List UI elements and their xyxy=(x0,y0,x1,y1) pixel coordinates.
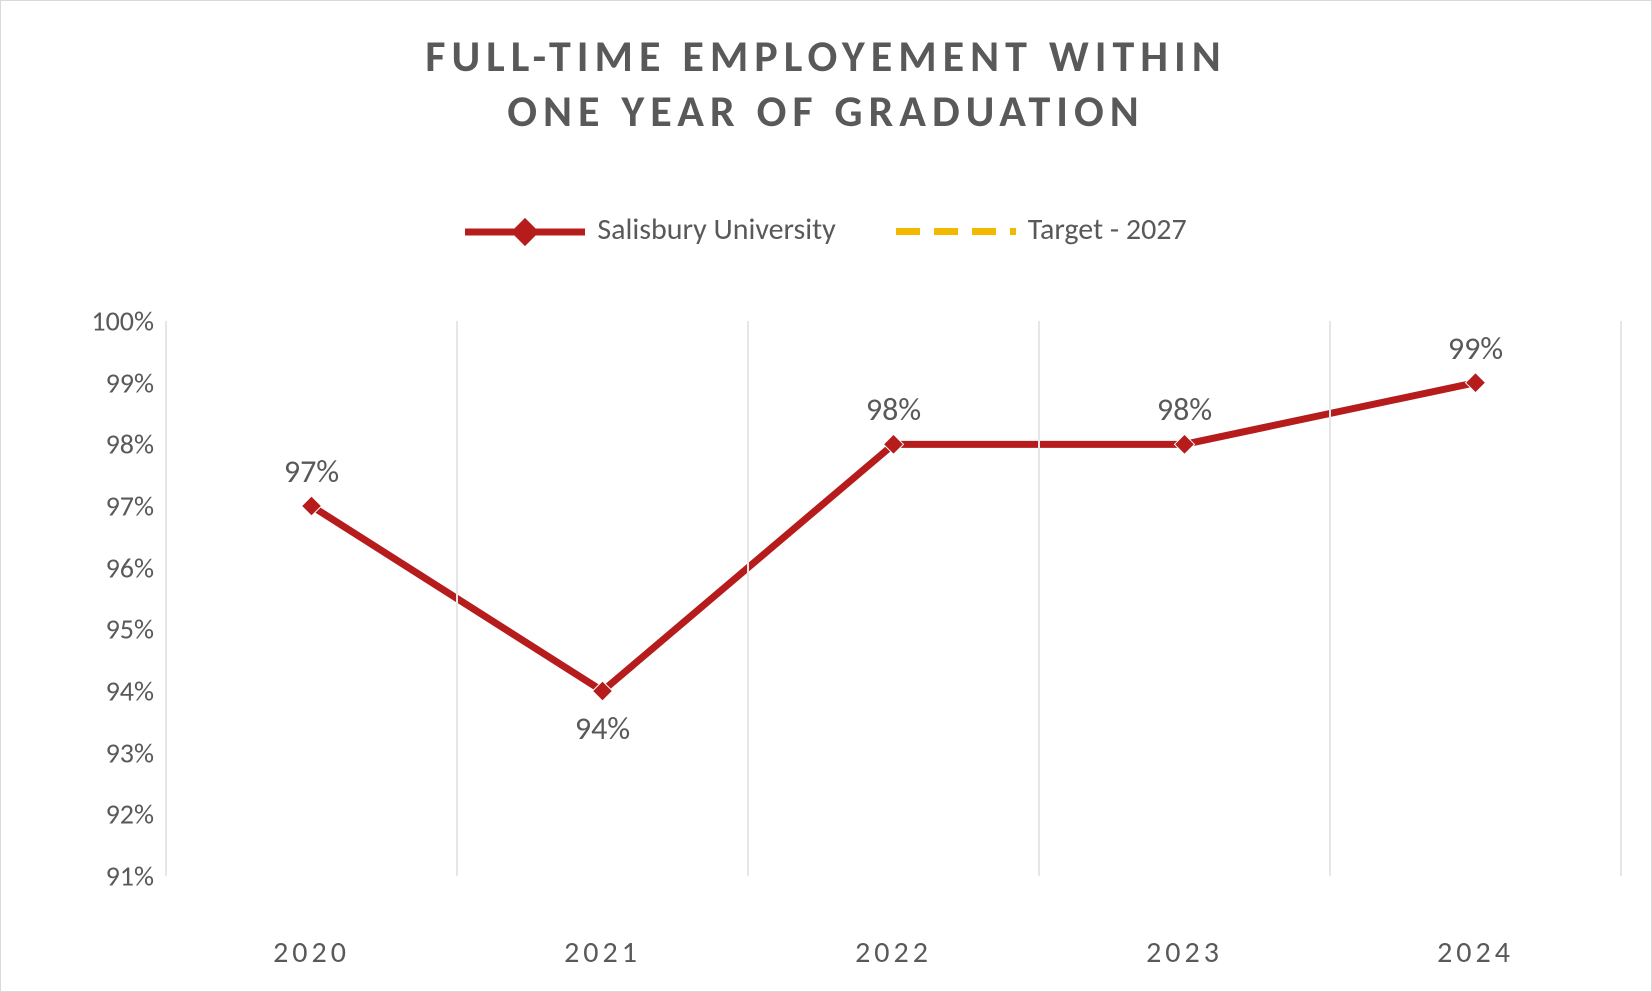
data-label: 94% xyxy=(575,709,630,748)
y-tick-label: 96% xyxy=(106,550,154,585)
x-tick-label: 2020 xyxy=(273,934,350,971)
data-label: 98% xyxy=(866,390,921,429)
legend-item: Target - 2027 xyxy=(896,211,1187,248)
series-marker xyxy=(1466,373,1486,393)
gridline xyxy=(1620,321,1622,876)
x-tick-label: 2024 xyxy=(1437,934,1514,971)
chart-title-line1: FULL-TIME EMPLOYEMENT WITHIN xyxy=(425,29,1226,83)
gridline xyxy=(456,321,458,876)
chart-title-line2: ONE YEAR OF GRADUATION xyxy=(507,84,1144,138)
gridline xyxy=(1038,321,1040,876)
gridline xyxy=(747,321,749,876)
y-tick-label: 99% xyxy=(106,365,154,400)
data-label: 98% xyxy=(1157,390,1212,429)
legend-swatch-dash xyxy=(896,211,1016,248)
x-tick-label: 2023 xyxy=(1146,934,1223,971)
y-tick-label: 100% xyxy=(91,304,154,339)
y-tick-label: 92% xyxy=(106,797,154,832)
legend-label: Target - 2027 xyxy=(1028,211,1187,248)
series-marker xyxy=(1175,434,1195,454)
x-tick-label: 2022 xyxy=(855,934,932,971)
legend-swatch-line xyxy=(465,211,585,248)
legend-label: Salisbury University xyxy=(597,211,835,248)
data-label: 99% xyxy=(1448,329,1503,368)
gridline xyxy=(165,321,167,876)
y-tick-label: 94% xyxy=(106,674,154,709)
y-tick-label: 98% xyxy=(106,427,154,462)
data-label: 97% xyxy=(284,452,339,491)
y-tick-label: 93% xyxy=(106,735,154,770)
chart-container: FULL-TIME EMPLOYEMENT WITHIN ONE YEAR OF… xyxy=(0,0,1652,992)
legend: Salisbury University Target - 2027 xyxy=(1,211,1651,248)
gridline xyxy=(1329,321,1331,876)
y-tick-label: 95% xyxy=(106,612,154,647)
x-tick-label: 2021 xyxy=(564,934,641,971)
y-tick-label: 97% xyxy=(106,489,154,524)
y-tick-label: 91% xyxy=(106,859,154,894)
chart-title: FULL-TIME EMPLOYEMENT WITHIN ONE YEAR OF… xyxy=(1,29,1651,139)
legend-item: Salisbury University xyxy=(465,211,835,248)
